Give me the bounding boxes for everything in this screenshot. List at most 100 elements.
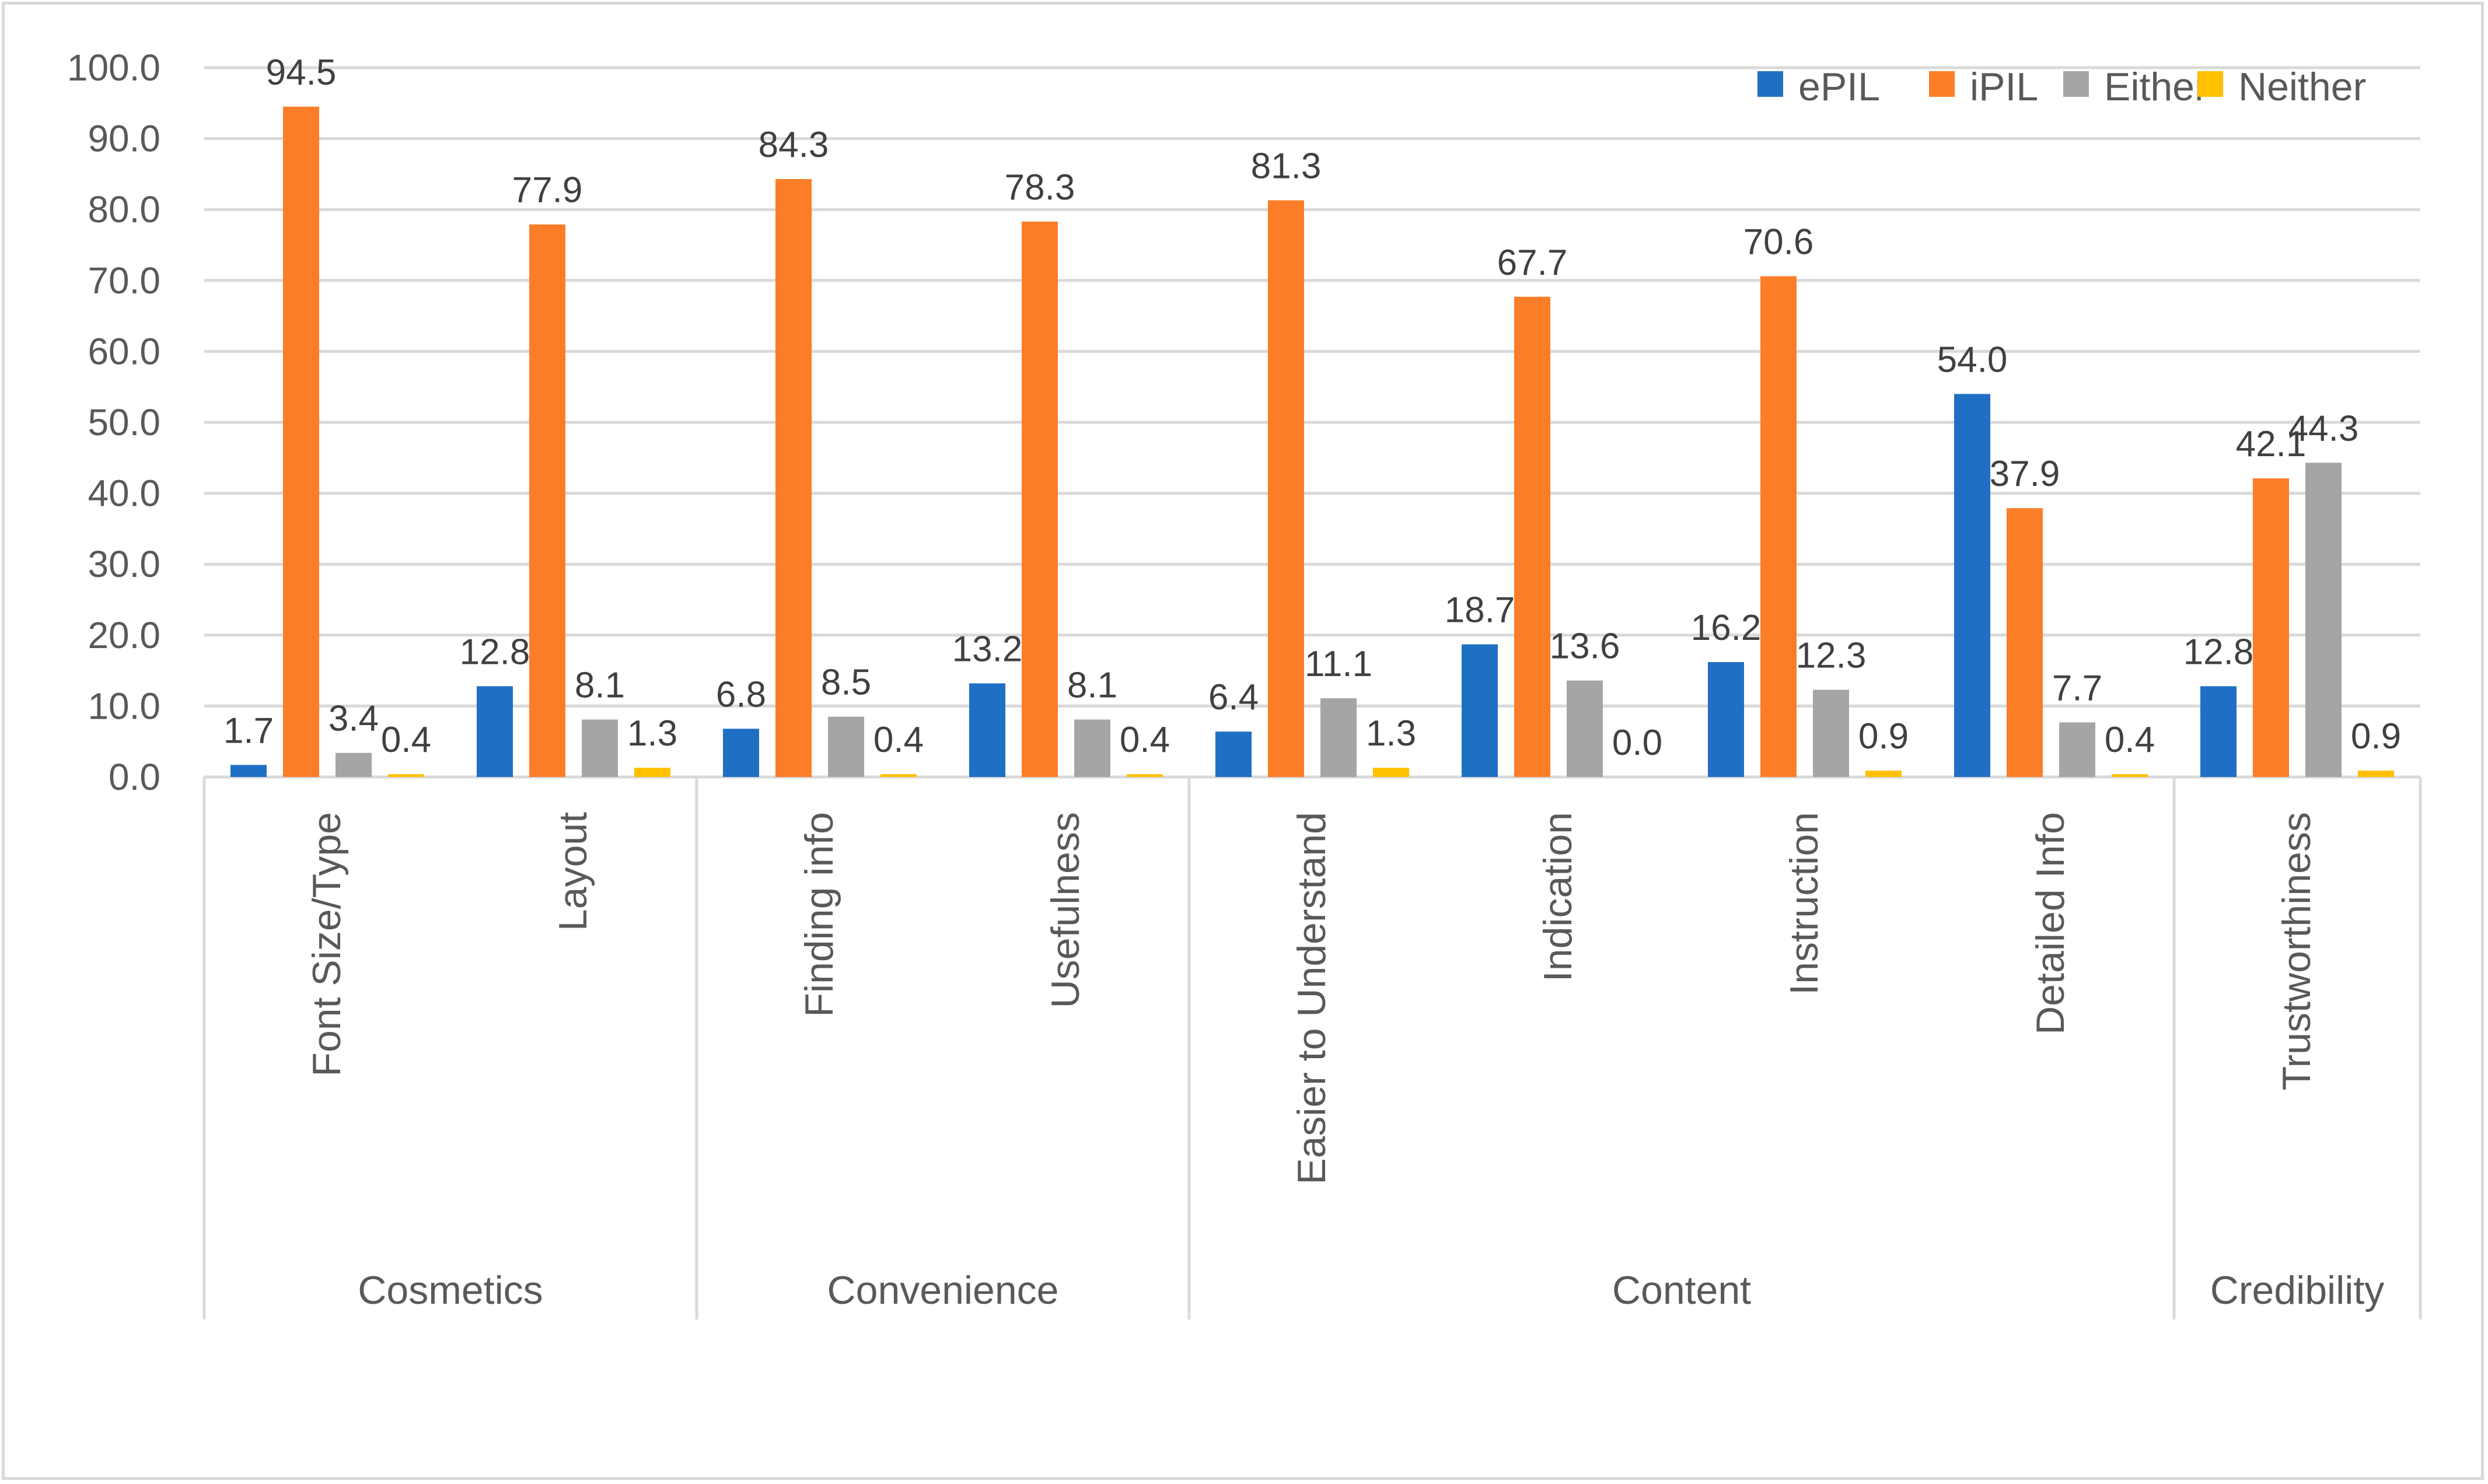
y-tick-label: 30.0 [88, 543, 160, 585]
data-label-epil-7: 16.2 [1691, 608, 1762, 648]
data-label-epil-9: 12.8 [2183, 632, 2254, 672]
bar-epil-4 [969, 683, 1005, 777]
data-label-either-9: 44.3 [2288, 408, 2359, 449]
y-tick-label: 10.0 [88, 685, 160, 727]
legend-swatch-epil [1757, 71, 1783, 97]
bar-ipil-3 [775, 178, 812, 777]
data-label-epil-6: 18.7 [1445, 590, 1515, 631]
bar-epil-5 [1215, 732, 1252, 777]
bar-ipil-4 [1022, 221, 1058, 777]
y-tick-label: 80.0 [88, 188, 160, 230]
y-tick-label: 0.0 [109, 756, 160, 798]
bar-either-1 [336, 752, 372, 777]
category-label: Font Size/Type [305, 812, 349, 1077]
group-label: Cosmetics [358, 1268, 543, 1312]
bar-epil-1 [230, 765, 267, 777]
data-label-neither-9: 0.9 [2351, 716, 2401, 757]
category-label: Layout [551, 812, 595, 931]
data-label-either-4: 8.1 [1067, 666, 1117, 706]
data-label-either-3: 8.5 [821, 663, 871, 703]
bar-epil-6 [1462, 644, 1498, 777]
bar-neither-3 [880, 774, 917, 777]
y-tick-label: 50.0 [88, 401, 160, 443]
category-label: Instruction [1782, 812, 1826, 995]
y-tick-label: 40.0 [88, 473, 160, 514]
bar-ipil-2 [529, 224, 565, 778]
group-label: Credibility [2210, 1268, 2385, 1312]
bar-either-4 [1074, 719, 1110, 777]
bar-neither-4 [1127, 774, 1163, 777]
bar-neither-9 [2358, 771, 2394, 777]
data-label-ipil-9: 42.1 [2236, 424, 2307, 464]
bar-neither-7 [1865, 771, 1902, 777]
data-label-ipil-2: 77.9 [512, 170, 583, 211]
category-label: Trustworthiness [2274, 812, 2319, 1090]
data-label-neither-1: 0.4 [381, 720, 431, 760]
bars [230, 106, 2394, 778]
bar-ipil-7 [1760, 276, 1797, 777]
bar-either-8 [2059, 722, 2095, 777]
data-label-epil-4: 13.2 [952, 629, 1023, 669]
category-label: Easier to Understand [1290, 812, 1334, 1185]
bar-ipil-5 [1268, 200, 1304, 778]
data-label-either-2: 8.1 [575, 666, 625, 706]
y-tick-label: 70.0 [88, 260, 160, 302]
bar-epil-2 [477, 686, 513, 777]
legend-label-epil: ePIL [1798, 65, 1880, 109]
bar-epil-8 [1954, 394, 1990, 777]
bar-neither-5 [1373, 768, 1409, 777]
bar-ipil-6 [1514, 296, 1550, 777]
data-label-either-6: 13.6 [1550, 626, 1620, 667]
legend-label-ipil: iPIL [1970, 65, 2038, 109]
category-label: Usefulness [1043, 812, 1088, 1008]
data-label-neither-4: 0.4 [1120, 720, 1170, 760]
bar-epil-7 [1708, 662, 1744, 777]
group-label: Convenience [827, 1268, 1059, 1312]
data-label-ipil-3: 84.3 [759, 125, 829, 165]
data-label-ipil-8: 37.9 [1990, 454, 2060, 494]
bar-either-9 [2305, 463, 2342, 777]
data-label-neither-3: 0.4 [873, 720, 924, 760]
legend-swatch-ipil [1929, 71, 1955, 97]
data-label-neither-7: 0.9 [1858, 716, 1909, 757]
bar-neither-8 [2112, 774, 2148, 777]
data-label-either-5: 11.1 [1305, 644, 1372, 684]
category-label: Detailed Info [2028, 812, 2073, 1035]
axes: 0.0 10.0 20.0 30.0 40.0 50.0 60.0 70.0 80.0 90.0 1… [67, 47, 2422, 1320]
data-label-epil-1: 1.7 [223, 710, 274, 751]
data-label-epil-2: 12.8 [460, 632, 530, 672]
y-tick-label: 60.0 [88, 330, 160, 372]
legend: ePIL iPIL Either Neither [1757, 65, 2366, 109]
legend-swatch-neither [2197, 71, 2223, 97]
bar-ipil-8 [2007, 508, 2043, 777]
bar-neither-2 [634, 768, 670, 777]
group-label: Content [1612, 1268, 1751, 1312]
data-label-ipil-7: 70.6 [1743, 222, 1814, 262]
data-label-either-1: 3.4 [329, 699, 379, 739]
data-label-ipil-1: 94.5 [266, 52, 337, 93]
bar-either-2 [582, 719, 618, 777]
data-label-ipil-6: 67.7 [1497, 243, 1568, 283]
data-label-ipil-5: 81.3 [1251, 146, 1322, 186]
data-labels: 1.7 12.8 6.8 13.2 6.4 18.7 16.2 54.0 12.8 94.5 77.… [223, 52, 2401, 763]
y-tick-label: 90.0 [88, 118, 160, 160]
y-tick-label: 100.0 [67, 47, 160, 89]
bar-either-6 [1567, 680, 1603, 777]
legend-label-either: Either [2104, 65, 2208, 109]
data-label-either-7: 12.3 [1796, 635, 1867, 676]
data-label-neither-5: 1.3 [1366, 713, 1416, 754]
y-tick-label: 20.0 [88, 614, 160, 656]
legend-label-neither: Neither [2238, 65, 2366, 109]
bar-either-3 [828, 716, 864, 777]
data-label-either-8: 7.7 [2052, 668, 2102, 708]
bar-either-7 [1813, 690, 1849, 777]
bar-ipil-9 [2253, 478, 2289, 777]
bar-neither-1 [388, 774, 424, 777]
bar-epil-3 [723, 729, 759, 777]
data-label-epil-5: 6.4 [1208, 677, 1259, 718]
category-label: Finding info [797, 812, 841, 1017]
data-label-neither-6: 0.0 [1612, 723, 1662, 763]
bar-ipil-1 [283, 106, 319, 777]
data-label-epil-8: 54.0 [1937, 340, 2008, 380]
